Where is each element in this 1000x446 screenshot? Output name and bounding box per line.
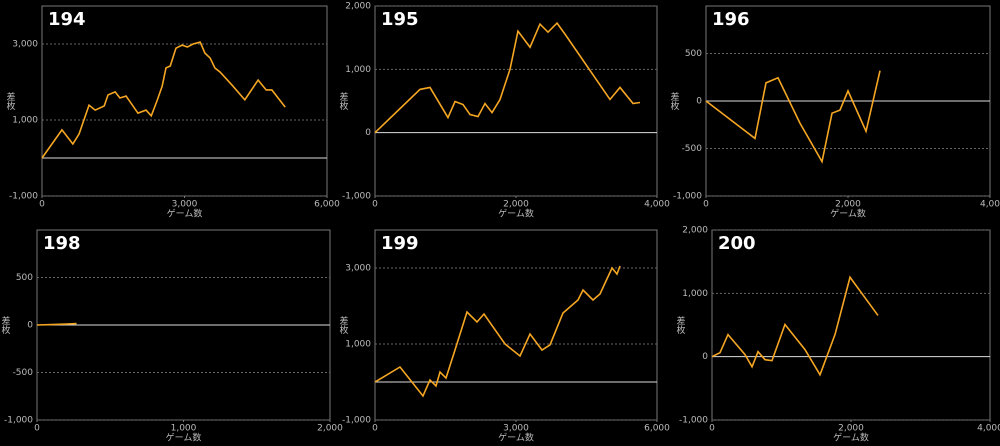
x-tick-label: 4,000: [977, 424, 1000, 434]
data-line: [41, 41, 286, 159]
x-tick-label: 0: [709, 424, 715, 434]
panel-title: 198: [43, 233, 81, 254]
panel-title: 196: [712, 9, 750, 30]
y-tick-label: 1,000: [12, 116, 38, 126]
y-tick-label: -1,000: [673, 192, 702, 202]
y-axis-label: 差枚: [338, 91, 349, 111]
x-tick-label: 0: [39, 200, 45, 210]
y-axis-label: 差枚: [5, 91, 16, 111]
y-axis-label: 差枚: [675, 315, 686, 335]
y-tick-label: 500: [16, 273, 33, 283]
y-axis-label: 差枚: [669, 91, 680, 111]
x-tick-label: 0: [703, 200, 709, 210]
y-tick-label: 3,000: [345, 264, 371, 274]
y-tick-label: 1,000: [345, 65, 371, 75]
x-tick-label: 0: [34, 424, 40, 434]
x-axis-label: ゲーム数: [833, 432, 869, 444]
y-tick-label: -500: [682, 144, 703, 154]
y-tick-label: -1,000: [342, 416, 371, 426]
x-tick-label: 6,000: [314, 200, 340, 210]
x-tick-label: 2,000: [503, 200, 529, 210]
x-tick-label: 4,00: [980, 200, 1000, 210]
x-tick-label: 3,000: [503, 424, 529, 434]
x-tick-label: 2,000: [838, 424, 864, 434]
plot-frame: [41, 5, 328, 197]
y-tick-label: -500: [13, 368, 34, 378]
y-axis-label: 差枚: [0, 315, 10, 335]
plot-frame: [374, 229, 658, 421]
y-tick-label: -1,000: [9, 192, 38, 202]
panel-title: 199: [381, 233, 419, 254]
y-tick-label: 2,000: [682, 226, 708, 236]
x-tick-label: 6,000: [644, 424, 670, 434]
data-line: [374, 21, 641, 134]
y-axis-label: 差枚: [338, 315, 349, 335]
y-tick-label: 0: [696, 97, 702, 107]
data-line: [705, 70, 881, 164]
x-tick-label: 2,000: [317, 424, 343, 434]
x-tick-label: 1,000: [171, 424, 197, 434]
plot-frame: [374, 5, 658, 197]
x-tick-label: 4,000: [644, 200, 670, 210]
x-tick-label: 0: [372, 200, 378, 210]
data-line: [711, 275, 879, 377]
y-tick-label: -1,000: [4, 416, 33, 426]
y-tick-label: 0: [702, 352, 708, 362]
x-axis-label: ゲーム数: [498, 208, 534, 220]
panel-title: 194: [48, 9, 86, 30]
data-line: [374, 265, 621, 398]
x-axis-label: ゲーム数: [830, 208, 866, 220]
y-tick-label: 500: [685, 49, 702, 59]
y-tick-label: 2,000: [345, 2, 371, 12]
x-tick-label: 2,000: [835, 200, 861, 210]
x-axis-label: ゲーム数: [167, 208, 203, 220]
x-tick-label: 0: [372, 424, 378, 434]
x-axis-label: ゲーム数: [498, 432, 534, 444]
panel-title: 195: [381, 9, 419, 30]
y-tick-label: 0: [365, 128, 371, 138]
y-tick-label: -1,000: [679, 416, 708, 426]
panel-title: 200: [718, 233, 756, 254]
y-tick-label: 1,000: [682, 289, 708, 299]
y-tick-label: 0: [27, 321, 33, 331]
x-axis-label: ゲーム数: [166, 432, 202, 444]
data-line: [36, 322, 77, 326]
plot-frame: [711, 229, 991, 421]
y-tick-label: 3,000: [12, 40, 38, 50]
y-tick-label: 1,000: [345, 340, 371, 350]
y-tick-label: -1,000: [342, 192, 371, 202]
x-tick-label: 3,000: [172, 200, 198, 210]
